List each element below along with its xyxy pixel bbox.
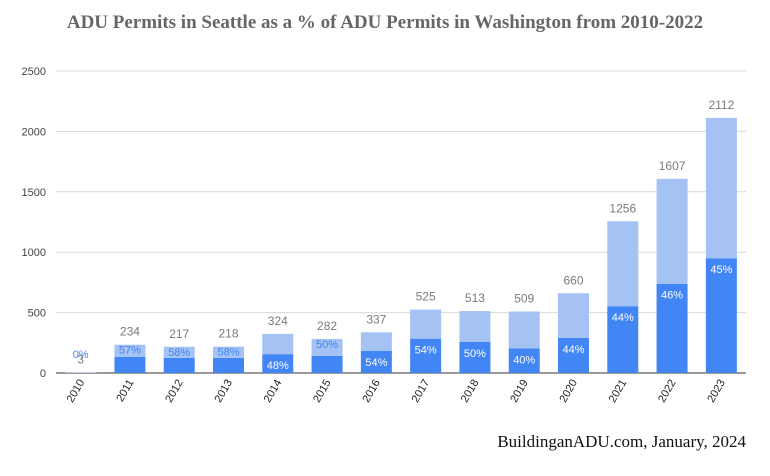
bar-seattle-2023 [705,258,737,373]
x-tick-label-2014: 2014 [262,378,285,405]
total-label-2018: 513 [465,291,485,305]
bar-rest-2013 [213,346,244,358]
bar-rest-2017 [410,309,442,339]
percent-label-2020: 44% [562,344,584,356]
percent-label-2010: 0% [73,349,89,361]
percent-label-2021: 44% [612,312,634,324]
bar-seattle-2015 [311,355,343,373]
bar-seattle-2018 [459,341,491,373]
y-tick-label: 0 [40,368,46,380]
bar-seattle-2012 [163,357,195,373]
source-credit: BuildinganADU.com, January, 2024 [497,432,746,451]
percent-label-2015: 50% [316,339,338,351]
total-label-2011: 234 [120,325,140,339]
bar-seattle-2011 [114,356,146,373]
bar-rest-2015 [311,338,343,356]
x-tick-label-2022: 2022 [656,378,679,405]
bar-rest-2020 [558,293,589,338]
total-label-2016: 337 [366,312,386,326]
bar-rest-2019 [508,311,540,349]
x-tick-label-2010: 2010 [65,378,88,405]
total-label-2010: 3 [77,353,84,367]
total-label-2020: 660 [563,273,583,287]
bar-rest-2018 [459,311,491,342]
bar-seattle-2020 [558,337,589,373]
x-tick-label-2012: 2012 [163,378,186,405]
y-tick-label: 1000 [22,247,46,259]
x-tick-label-2013: 2013 [212,378,235,405]
bar-rest-2014 [262,333,294,355]
gridlines [56,70,746,374]
percent-label-2013: 58% [217,347,239,359]
x-tick-label-2011: 2011 [114,378,136,404]
y-axis-ticks: 0 500 1000 1500 2000 2500 [22,66,46,380]
y-tick-label: 2000 [22,126,46,138]
percent-label-2014: 48% [267,360,289,372]
bar-rest-2021 [607,221,639,307]
bar-rest-2016 [360,332,392,352]
percent-label-2016: 54% [365,357,387,369]
total-label-2012: 217 [169,327,189,341]
total-label-2021: 1256 [609,201,636,215]
total-label-2017: 525 [416,290,436,304]
y-tick-label: 2500 [22,66,46,78]
bars [65,117,737,373]
bar-rest-2022 [656,178,688,284]
y-tick-label: 500 [28,308,46,320]
bar-seattle-2016 [360,351,392,373]
percent-label-2022: 46% [661,290,683,302]
total-label-2015: 282 [317,319,337,333]
bar-seattle-2013 [213,357,244,373]
bar-seattle-2021 [607,306,639,373]
x-tick-label-2016: 2016 [360,378,383,405]
bar-rest-2023 [705,117,737,259]
bar-rest-2012 [163,346,195,358]
total-label-2023: 2112 [708,98,734,112]
bar-seattle-2019 [508,348,540,373]
total-label-2022: 1607 [659,159,686,173]
bar-rest-2011 [114,344,146,357]
x-tick-label-2021: 2021 [607,378,630,405]
data-labels: 30% 234 57% 217 58% 218 58% 324 48% 282 50% 337 54% 5… [73,98,735,372]
percent-label-2019: 40% [513,354,535,366]
y-tick-label: 1500 [22,187,46,199]
x-tick-label-2020: 2020 [557,378,580,405]
x-tick-label-2019: 2019 [508,378,531,405]
percent-label-2011: 57% [119,345,141,357]
x-tick-label-2017: 2017 [410,378,433,405]
bar-seattle-2014 [262,354,294,373]
total-label-2013: 218 [218,327,238,341]
x-tick-label-2018: 2018 [459,378,482,405]
x-tick-label-2023: 2023 [705,378,728,405]
percent-label-2023: 45% [710,264,732,276]
percent-label-2017: 54% [415,345,437,357]
bar-seattle-2017 [410,338,442,373]
percent-label-2018: 50% [464,348,486,360]
bar-seattle-2022 [656,283,688,373]
x-axis-ticks: 2010 2011 2012 2013 2014 2015 2016 2017 2018 2019… [65,378,728,405]
percent-label-2012: 58% [168,347,190,359]
total-label-2019: 509 [514,292,534,306]
total-label-2014: 324 [268,314,288,328]
chart-title: ADU Permits in Seattle as a % of ADU Per… [66,12,704,33]
x-tick-label-2015: 2015 [311,378,334,405]
